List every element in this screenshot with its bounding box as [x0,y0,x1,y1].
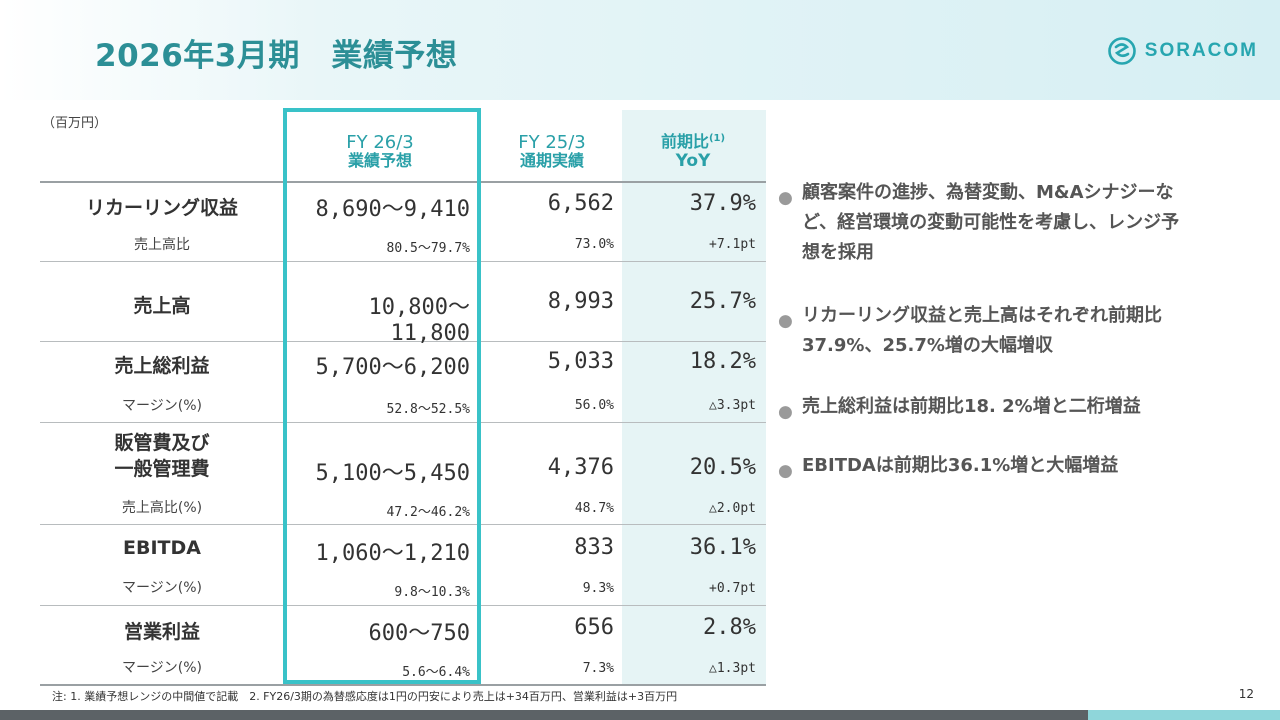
cell-sga-fy26: 5,100～5,450 [315,461,470,486]
bullet-text-line: ど、経営環境の変動可能性を考慮し、レンジ予 [802,212,1180,233]
cell-sga-ratio-fy26: 47.2～46.2% [386,505,470,520]
row-label-sga: 販管費及び 一般管理費 [42,430,282,482]
cell-gross-profit-yoy: 18.2% [689,349,756,374]
row-label-sga-line1: 販管費及び [114,432,210,454]
cell-ebitda-fy26: 1,060～1,210 [315,541,470,566]
bullet-text-line: リカーリング収益と売上高はそれぞれ前期比 [802,305,1162,326]
column-header-yoy-line2: YoY [675,150,711,171]
cell-recurring-ratio-fy25: 73.0% [574,237,614,252]
cell-revenue-yoy: 25.7% [689,289,756,314]
row-label-gross-margin: マージン(%) [122,398,202,414]
bullet-item: ● 売上総利益は前期比18. 2%増と二桁増益 [776,392,1246,422]
cell-gross-margin-fy26: 52.8～52.5% [386,402,470,417]
row-label-op-income: 営業利益 [123,621,200,643]
cell-sga-fy25: 4,376 [547,455,614,480]
cell-sga-ratio-fy25: 48.7% [574,501,614,516]
bullet-item: ● EBITDAは前期比36.1%増と大幅増益 [776,451,1246,481]
bullet-text-line: 37.9%、25.7%増の大幅増収 [802,335,1053,356]
row-label-op-margin: マージン(%) [122,660,202,676]
yoy-column-background [622,110,766,685]
cell-ebitda-margin-fy25: 9.3% [582,581,614,596]
footnote-ref: (1) [708,133,726,144]
bottom-bar [0,710,1280,720]
row-label-ebitda-margin: マージン(%) [122,580,202,596]
footnote: 注: 1. 業績予想レンジの中間値で記載 2. FY26/3期の為替感応度は1円… [52,690,678,703]
column-header-fy25: FY 25/3 通期実績 [490,132,614,170]
bullet-list: ● 顧客案件の進捗、為替変動、M&Aシナジーな ど、経営環境の変動可能性を考慮し… [776,178,1246,481]
table-divider [40,524,766,525]
cell-sga-yoy: 20.5% [689,455,756,480]
table-divider [40,261,766,262]
cell-recurring-fy25: 6,562 [547,191,614,216]
cell-gross-margin-yoy: △3.3pt [709,398,756,413]
column-header-fy25-line2: 通期実績 [519,150,584,170]
row-label-revenue: 売上高 [133,295,191,317]
cell-recurring-yoy: 37.9% [689,191,756,216]
cell-revenue-fy26: 10,800～11,800 [368,295,470,346]
table-divider [40,181,766,183]
bullet-dot-icon: ● [778,311,793,331]
cell-op-margin-fy26: 5.6～6.4% [402,665,470,680]
cell-recurring-fy26: 8,690～9,410 [315,197,470,222]
column-header-fy25-line1: FY 25/3 [518,132,586,153]
row-label-recurring: リカーリング収益 [85,197,238,219]
cell-op-margin-fy25: 7.3% [582,661,614,676]
row-label-recurring-ratio: 売上高比 [134,237,190,253]
column-header-fy26: FY 26/3 業績予想 [290,132,470,170]
column-header-yoy: 前期比(1) YoY [630,132,756,171]
cell-op-income-fy25: 656 [574,615,614,640]
cell-op-income-yoy: 2.8% [703,615,756,640]
fy26-highlight-box [283,108,481,684]
cell-ebitda-margin-yoy: +0.7pt [709,581,756,596]
table-divider [40,605,766,606]
table-divider [40,684,766,686]
cell-ebitda-margin-fy26: 9.8～10.3% [394,585,470,600]
row-label-gross-profit: 売上総利益 [114,355,210,377]
header-band [0,0,1280,100]
cell-sga-ratio-yoy: △2.0pt [709,501,756,516]
cell-op-margin-yoy: △1.3pt [709,661,756,676]
bullet-text-line: 想を採用 [802,242,874,263]
unit-label: （百万円） [42,116,108,131]
soracom-logo-icon [1107,37,1136,65]
cell-ebitda-yoy: 36.1% [689,535,756,560]
row-label-sga-ratio: 売上高比(%) [121,500,203,516]
cell-op-income-fy26: 600～750 [368,621,470,646]
column-header-fy26-line2: 業績予想 [347,150,412,170]
cell-recurring-ratio-yoy: +7.1pt [709,237,756,252]
bullet-text-line: EBITDAは前期比36.1%増と大幅増益 [802,455,1119,476]
bullet-dot-icon: ● [778,402,793,422]
bullet-dot-icon: ● [778,461,793,481]
logo-text: SORACOM [1144,40,1258,61]
cell-gross-profit-fy26: 5,700～6,200 [315,355,470,380]
logo: SORACOM [1107,34,1258,68]
cell-gross-profit-fy25: 5,033 [547,349,614,374]
column-header-yoy-line1: 前期比 [660,132,709,151]
bullet-text-line: 顧客案件の進捗、為替変動、M&Aシナジーな [802,182,1174,203]
page-title: 2026年3月期 業績予想 [95,38,458,74]
bullet-item: ● 顧客案件の進捗、為替変動、M&Aシナジーな ど、経営環境の変動可能性を考慮し… [776,178,1246,268]
cell-gross-margin-fy25: 56.0% [574,398,614,413]
table-divider [40,341,766,342]
page-number: 12 [1238,687,1254,701]
row-label-sga-line2: 一般管理費 [114,458,210,480]
bullet-dot-icon: ● [778,188,793,208]
cell-recurring-ratio-fy26: 80.5～79.7% [386,241,470,256]
bullet-text-line: 売上総利益は前期比18. 2%増と二桁増益 [802,396,1141,417]
cell-revenue-fy25: 8,993 [547,289,614,314]
column-header-fy26-line1: FY 26/3 [346,132,414,153]
cell-ebitda-fy25: 833 [574,535,614,560]
bullet-item: ● リカーリング収益と売上高はそれぞれ前期比 37.9%、25.7%増の大幅増収 [776,301,1246,361]
table-divider [40,422,766,423]
row-label-ebitda: EBITDA [123,537,201,559]
